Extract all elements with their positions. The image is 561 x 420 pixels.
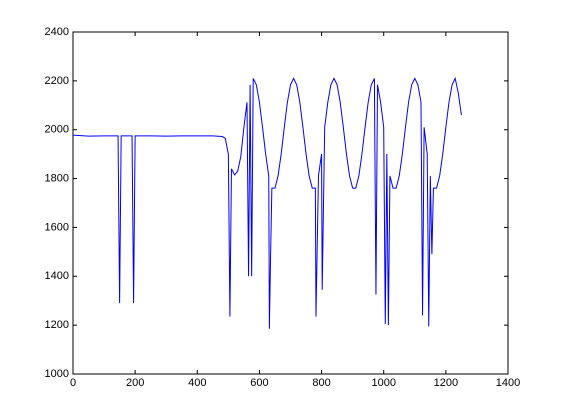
y-tick-label: 1600: [45, 221, 69, 233]
x-tick-label: 1000: [371, 377, 395, 389]
plot-box: [72, 31, 509, 375]
y-tick-label: 1000: [45, 368, 69, 380]
x-tick-label: 1400: [496, 377, 520, 389]
data-line: [72, 76, 462, 329]
y-tick-label: 2200: [45, 75, 69, 87]
x-tick-label: 400: [188, 377, 206, 389]
x-tick-label: 800: [312, 377, 330, 389]
y-tick-label: 1800: [45, 172, 69, 184]
x-tick-label: 1200: [434, 377, 458, 389]
x-tick-label: 600: [250, 377, 268, 389]
y-tick-label: 2400: [45, 26, 69, 38]
y-tick-label: 2000: [45, 124, 69, 136]
y-tick-label: 1200: [45, 319, 69, 331]
y-tick-label: 1400: [45, 270, 69, 282]
x-tick-label: 200: [126, 377, 144, 389]
x-tick-label: 0: [70, 377, 76, 389]
